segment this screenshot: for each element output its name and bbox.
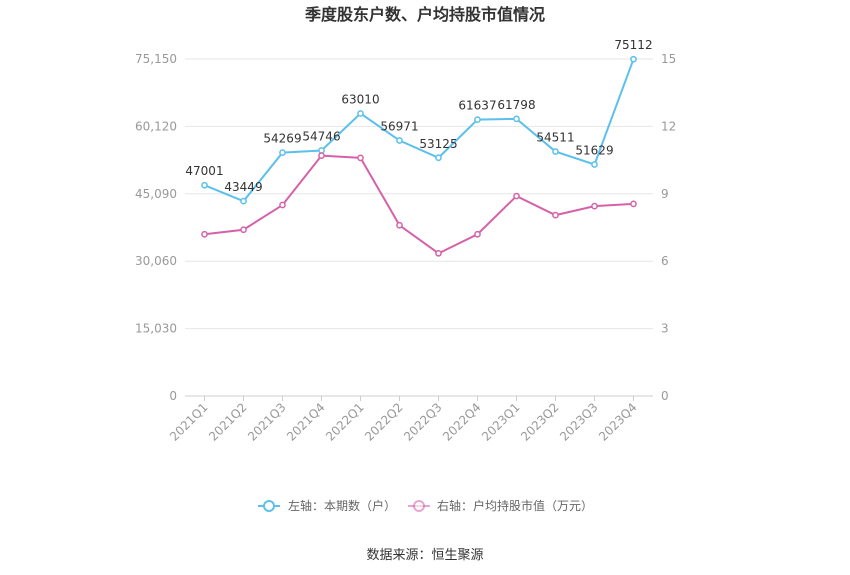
left-axis-ticks: 0 15,030 30,060 45,090 60,120 75,150: [135, 52, 177, 403]
data-point[interactable]: [201, 230, 208, 238]
data-label: 54269: [263, 132, 301, 146]
x-tick-label: 2022Q1: [323, 400, 367, 444]
x-tick-label: 2021Q4: [284, 400, 328, 444]
data-point[interactable]: [591, 161, 598, 168]
legend-marker-right: [413, 500, 425, 512]
data-label: 75112: [614, 38, 652, 52]
x-tick-label: 2022Q2: [362, 400, 406, 444]
data-point[interactable]: [240, 197, 247, 205]
right-axis-ticks: 0 3 6 9 12 15: [661, 52, 676, 403]
right-tick-label: 12: [661, 119, 676, 133]
x-tick-label: 2021Q2: [206, 400, 250, 444]
x-axis-ticks: 2021Q12021Q22021Q32021Q42022Q12022Q22022…: [167, 396, 640, 444]
data-label: 61798: [497, 98, 535, 112]
data-point[interactable]: [396, 221, 403, 229]
left-tick-label: 0: [169, 389, 177, 403]
right-tick-label: 3: [661, 322, 669, 336]
legend-label-right: 右轴：户均持股市值（万元）: [437, 498, 593, 513]
left-tick-label: 75,150: [135, 52, 177, 66]
data-point[interactable]: [630, 200, 637, 208]
right-tick-label: 6: [661, 254, 669, 268]
x-tick-label: 2023Q3: [557, 400, 601, 444]
right-tick-label: 9: [661, 187, 669, 201]
data-point[interactable]: [552, 148, 559, 155]
legend: 左轴：本期数（户） 右轴：户均持股市值（万元）: [258, 498, 593, 513]
grid: [185, 58, 653, 397]
x-tick-label: 2023Q1: [479, 400, 523, 444]
legend-marker-left: [263, 500, 275, 512]
data-label: 51629: [575, 143, 613, 157]
series-line-left: [204, 58, 635, 203]
data-label: 63010: [341, 92, 379, 106]
data-point[interactable]: [591, 202, 598, 210]
series-layer: [201, 55, 637, 257]
data-point[interactable]: [552, 211, 559, 219]
data-label: 61637: [458, 99, 496, 113]
x-tick-label: 2021Q3: [245, 400, 289, 444]
data-point[interactable]: [435, 249, 442, 257]
data-label: 54511: [536, 131, 574, 145]
source-note: 数据来源：恒生聚源: [366, 548, 483, 563]
x-tick-label: 2021Q1: [167, 400, 211, 444]
data-point[interactable]: [474, 230, 481, 238]
data-label: 54746: [302, 129, 340, 143]
right-tick-label: 0: [661, 389, 669, 403]
data-point[interactable]: [396, 137, 403, 144]
data-point[interactable]: [435, 154, 442, 162]
chart-title: 季度股东户数、户均持股市值情况: [304, 5, 545, 24]
left-tick-label: 45,090: [135, 187, 177, 201]
legend-item-right-series[interactable]: 右轴：户均持股市值（万元）: [408, 498, 593, 513]
series-line-right: [204, 154, 634, 255]
legend-label-left: 左轴：本期数（户）: [288, 498, 396, 513]
data-label: 47001: [185, 164, 223, 178]
data-label: 53125: [419, 137, 457, 151]
data-label: 56971: [380, 120, 418, 134]
x-tick-label: 2023Q2: [518, 400, 562, 444]
data-point[interactable]: [357, 154, 364, 162]
data-point[interactable]: [240, 226, 247, 234]
left-tick-label: 60,120: [135, 119, 177, 133]
x-tick-label: 2022Q4: [440, 400, 484, 444]
data-point[interactable]: [279, 149, 286, 156]
data-point[interactable]: [279, 201, 286, 209]
x-tick-label: 2023Q4: [596, 400, 640, 444]
data-point[interactable]: [513, 115, 520, 123]
data-point[interactable]: [318, 152, 325, 159]
data-point[interactable]: [630, 55, 637, 63]
data-point[interactable]: [513, 192, 520, 200]
left-tick-label: 30,060: [135, 254, 177, 268]
x-tick-label: 2022Q3: [401, 400, 445, 444]
data-point[interactable]: [201, 181, 208, 189]
data-point[interactable]: [474, 116, 481, 123]
right-tick-label: 15: [661, 52, 676, 66]
legend-item-left-series[interactable]: 左轴：本期数（户）: [258, 498, 396, 513]
data-label: 43449: [224, 180, 262, 194]
data-point[interactable]: [357, 110, 364, 117]
left-tick-label: 15,030: [135, 322, 177, 336]
